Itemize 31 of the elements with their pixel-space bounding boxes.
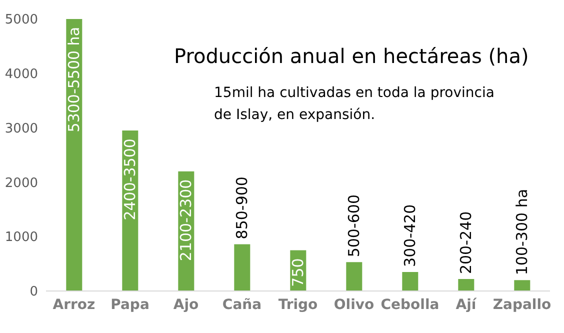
x-tick-label: Arroz <box>52 296 96 313</box>
data-label: 500-600 <box>345 194 364 258</box>
data-label: 200-240 <box>457 211 476 274</box>
text: Producción anual en hectáreas (ha) <box>174 44 529 68</box>
bar <box>514 280 530 291</box>
text: 15mil ha cultivadas en toda la provincia de Islay, en expansión. <box>214 84 496 125</box>
x-tick-label: Zapallo <box>492 296 552 313</box>
x-tick-label: Papa <box>110 296 150 313</box>
x-tick-label: Ají <box>456 296 478 313</box>
data-label: 100-300 ha <box>513 188 532 276</box>
bar <box>346 262 362 291</box>
y-tick-label: 4000 <box>4 67 38 82</box>
data-label: 2100-2300 <box>177 179 196 262</box>
x-tick-label: Olivo <box>334 296 374 313</box>
data-label: 300-420 <box>401 204 420 267</box>
bar <box>458 279 474 291</box>
data-label: 850-900 <box>233 176 252 240</box>
y-tick-label: 5000 <box>4 12 38 28</box>
y-tick-label: 2000 <box>4 176 38 191</box>
x-tick-label: Trigo <box>278 296 318 313</box>
y-tick-label: 0 <box>30 284 38 300</box>
data-label: 5300-5500 ha <box>65 27 84 132</box>
x-tick-label: Ajo <box>173 296 199 313</box>
data-label: 750 <box>289 258 308 287</box>
y-tick-label: 3000 <box>4 121 38 136</box>
bar <box>234 244 250 291</box>
x-tick-label: Caña <box>222 296 262 313</box>
x-tick-label: Cebolla <box>380 296 440 313</box>
y-tick-label: 1000 <box>4 230 38 246</box>
bar <box>402 272 418 291</box>
data-label: 2400-3500 <box>121 138 140 220</box>
